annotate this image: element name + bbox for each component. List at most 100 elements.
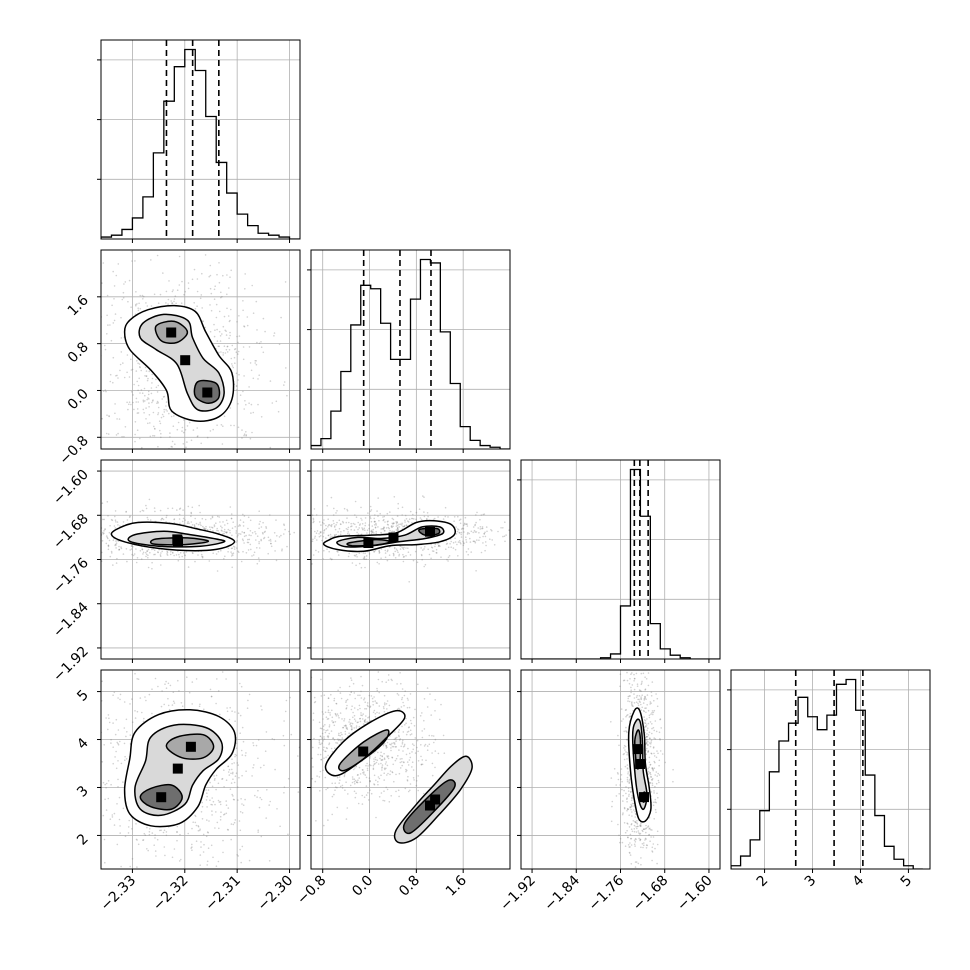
scatter-point <box>436 552 438 554</box>
scatter-point <box>207 789 210 791</box>
scatter-point <box>343 507 346 510</box>
scatter-point <box>635 826 637 828</box>
scatter-point <box>645 698 647 700</box>
scatter-point <box>353 692 356 694</box>
scatter-point <box>456 528 459 530</box>
scatter-point <box>645 831 647 834</box>
scatter-point <box>445 548 447 550</box>
scatter-point <box>205 835 208 838</box>
scatter-point <box>391 526 393 529</box>
scatter-point <box>218 345 220 348</box>
scatter-point <box>331 813 334 816</box>
scatter-point <box>378 551 381 554</box>
scatter-point <box>420 755 422 758</box>
scatter-point <box>664 761 666 764</box>
scatter-point <box>262 317 265 320</box>
scatter-point <box>386 559 389 562</box>
scatter-point <box>226 307 228 310</box>
scatter-point <box>404 690 407 692</box>
scatter-point <box>105 542 108 545</box>
scatter-point <box>259 766 262 769</box>
scatter-point <box>135 561 138 564</box>
scatter-point <box>191 278 194 281</box>
scatter-point <box>433 741 435 744</box>
scatter-point <box>211 516 214 519</box>
scatter-point <box>655 801 657 804</box>
scatter-point <box>99 375 101 377</box>
scatter-point <box>228 665 230 667</box>
scatter-point <box>374 758 377 761</box>
scatter-point <box>200 846 202 848</box>
scatter-point <box>349 784 352 787</box>
scatter-point <box>386 755 388 757</box>
scatter-point <box>172 552 174 554</box>
scatter-point <box>139 661 141 663</box>
scatter-point <box>74 414 76 416</box>
scatter-point <box>421 759 424 761</box>
scatter-point <box>423 565 426 568</box>
scatter-point <box>407 764 410 766</box>
scatter-point <box>163 395 166 398</box>
scatter-point <box>647 826 649 828</box>
scatter-point <box>219 713 221 716</box>
scatter-point <box>238 315 240 317</box>
scatter-point <box>395 522 398 525</box>
scatter-point <box>395 548 398 550</box>
scatter-point <box>107 714 110 716</box>
scatter-point <box>112 762 114 765</box>
scatter-point <box>122 291 125 294</box>
scatter-point <box>631 684 634 686</box>
scatter-point <box>377 526 379 528</box>
scatter-point <box>129 865 131 868</box>
scatter-point <box>344 724 347 727</box>
scatter-point <box>313 701 316 704</box>
scatter-point <box>636 827 638 830</box>
scatter-point <box>107 545 110 548</box>
scatter-point <box>381 769 383 771</box>
scatter-point <box>633 828 636 830</box>
scatter-point <box>305 730 307 732</box>
scatter-point <box>455 526 457 528</box>
scatter-point <box>173 702 176 704</box>
scatter-point <box>190 847 192 849</box>
scatter-point <box>357 779 359 781</box>
scatter-point <box>447 516 449 518</box>
scatter-point <box>637 830 640 832</box>
scatter-point <box>210 803 212 806</box>
scatter-point <box>119 369 121 372</box>
scatter-point <box>199 523 201 525</box>
scatter-point <box>178 556 181 558</box>
scatter-point <box>194 526 196 528</box>
scatter-point <box>450 540 453 543</box>
scatter-point <box>386 512 389 515</box>
scatter-point <box>282 734 285 737</box>
scatter-point <box>633 702 636 704</box>
scatter-point <box>335 715 338 717</box>
scatter-point <box>236 321 238 323</box>
scatter-point <box>265 731 268 733</box>
scatter-point <box>237 426 240 429</box>
scatter-point <box>645 739 647 741</box>
scatter-point <box>120 316 122 319</box>
scatter-point <box>147 849 149 852</box>
scatter-point <box>183 419 185 421</box>
scatter-point <box>176 830 178 833</box>
scatter-point <box>142 720 145 723</box>
scatter-point <box>109 380 112 383</box>
x-tick-label-1-3: 1.6 <box>443 872 470 899</box>
scatter-point <box>387 755 390 757</box>
scatter-point <box>334 721 337 723</box>
scatter-point <box>110 783 112 786</box>
scatter-point <box>483 533 486 535</box>
scatter-point <box>183 293 185 296</box>
scatter-point <box>242 740 245 743</box>
scatter-point <box>313 508 316 510</box>
scatter-point <box>321 711 324 713</box>
scatter-point <box>376 510 378 512</box>
scatter-point <box>385 761 388 763</box>
scatter-point <box>626 780 629 783</box>
scatter-point <box>234 775 237 777</box>
scatter-point <box>627 771 629 773</box>
scatter-point <box>341 787 344 789</box>
scatter-point <box>156 887 158 889</box>
